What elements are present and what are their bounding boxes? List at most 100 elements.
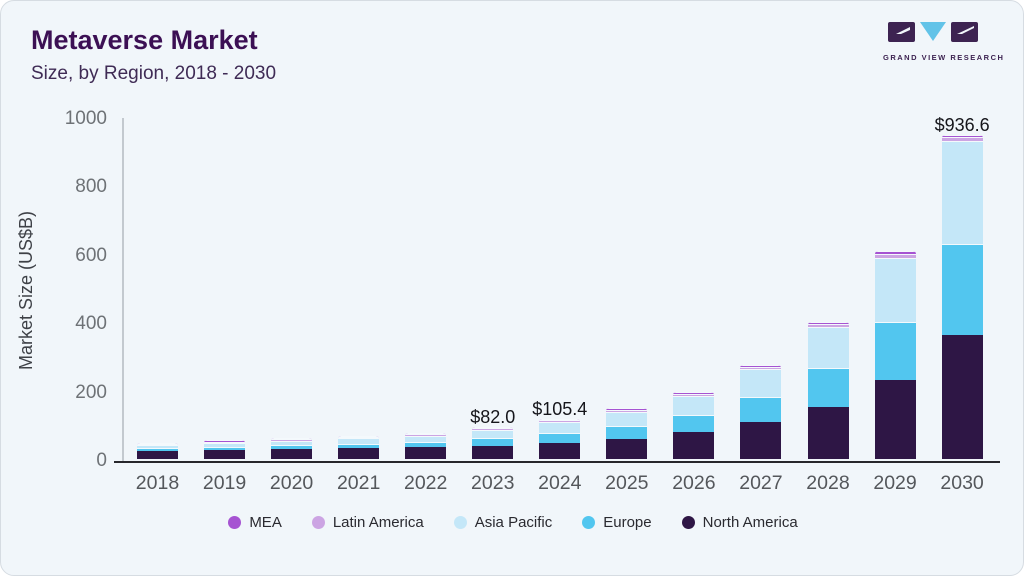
bar-segment-asia-pacific xyxy=(271,440,313,446)
bar-segment-asia-pacific xyxy=(204,442,246,447)
bar-segment-mea xyxy=(539,419,581,421)
bar-segment-europe xyxy=(606,426,648,440)
x-axis-label: 2019 xyxy=(202,472,247,494)
bar-segment-north-america xyxy=(405,447,447,459)
legend-label: Europe xyxy=(603,514,652,531)
bar-segment-europe xyxy=(673,414,715,432)
bar-segment-asia-pacific xyxy=(472,429,514,439)
bar-segment-north-america xyxy=(338,448,380,459)
bar-segment-latin-america xyxy=(405,434,447,436)
bar-2022 xyxy=(405,433,447,459)
bar-segment-asia-pacific xyxy=(539,422,581,434)
bar-segment-latin-america xyxy=(606,409,648,412)
bar-segment-mea xyxy=(472,427,514,429)
legend-swatch xyxy=(681,516,695,529)
legend-swatch xyxy=(453,516,467,529)
legend-swatch xyxy=(582,516,596,529)
y-axis-title-wrap: Market Size (US$B) xyxy=(11,119,43,462)
bar-segment-mea xyxy=(405,433,447,435)
x-axis-label: 2022 xyxy=(403,472,448,494)
bar-segment-latin-america xyxy=(941,136,983,141)
bar-2021 xyxy=(338,435,380,459)
bar-segment-mea xyxy=(338,435,380,437)
y-axis-line xyxy=(122,118,124,462)
x-axis-label: 2021 xyxy=(336,472,381,494)
bar-segment-asia-pacific xyxy=(338,438,380,444)
bar-segment-mea xyxy=(271,438,313,440)
bar-segment-north-america xyxy=(271,449,313,459)
bar-2019 xyxy=(204,440,246,459)
legend-swatch xyxy=(228,516,242,529)
bar-2025 xyxy=(606,408,648,459)
x-axis-label: 2023 xyxy=(471,472,515,494)
bar-segment-latin-america xyxy=(137,443,178,446)
bar-value-label: $105.4 xyxy=(532,398,588,419)
bar-segment-asia-pacific xyxy=(606,411,648,427)
legend-label: Latin America xyxy=(332,514,424,531)
bar-segment-north-america xyxy=(606,439,648,459)
bar-segment-north-america xyxy=(807,406,849,459)
bar-segment-latin-america xyxy=(472,428,514,430)
legend-label: Asia Pacific xyxy=(474,514,553,531)
bar-segment-asia-pacific xyxy=(941,140,983,244)
bar-segment-asia-pacific xyxy=(874,257,916,323)
x-axis-label: 2028 xyxy=(806,472,850,494)
x-axis-label: 2018 xyxy=(135,472,180,494)
x-axis-line xyxy=(114,461,1000,463)
bar-segment-europe xyxy=(405,441,447,448)
y-tick-label: 0 xyxy=(96,450,107,471)
bar-segment-latin-america xyxy=(204,441,246,443)
bar-2030 xyxy=(941,134,983,459)
bar-segment-north-america xyxy=(137,451,178,459)
bar-segment-asia-pacific xyxy=(405,435,447,442)
bar-segment-europe xyxy=(338,443,380,449)
bar-2018 xyxy=(137,442,178,459)
bar-segment-asia-pacific xyxy=(137,445,178,449)
bar-segment-north-america xyxy=(874,380,916,459)
bar-2026 xyxy=(673,392,715,459)
x-axis-label: 2030 xyxy=(940,472,984,494)
x-axis-label: 2024 xyxy=(538,472,582,494)
page-title: Metaverse Market xyxy=(31,25,258,55)
legend-item-europe: Europe xyxy=(582,514,652,531)
bar-segment-mea xyxy=(606,408,648,410)
legend-label: North America xyxy=(702,514,798,531)
legend-item-north-america: North America xyxy=(681,514,798,531)
bar-2024 xyxy=(539,419,581,459)
bar-segment-europe xyxy=(271,445,313,450)
y-tick-label: 1000 xyxy=(64,108,107,129)
bar-segment-north-america xyxy=(204,450,246,459)
bar-segment-north-america xyxy=(539,443,581,459)
bar-segment-north-america xyxy=(941,335,983,459)
bar-segment-mea xyxy=(673,392,715,394)
bar-segment-mea xyxy=(874,251,916,254)
bar-segment-europe xyxy=(807,368,849,407)
bar-segment-mea xyxy=(941,134,983,137)
bar-segment-latin-america xyxy=(338,436,380,439)
legend: MEA Latin America Asia Pacific Europe North … xyxy=(1,514,1023,531)
bar-segment-asia-pacific xyxy=(673,395,715,415)
bar-segment-latin-america xyxy=(539,420,581,423)
x-axis-label: 2025 xyxy=(605,472,649,494)
bar-segment-latin-america xyxy=(271,439,313,441)
legend-item-asia-pacific: Asia Pacific xyxy=(453,514,553,531)
bar-value-label: $82.0 xyxy=(470,406,516,427)
bar-segment-europe xyxy=(204,446,246,451)
x-axis-label: 2027 xyxy=(739,472,783,494)
y-tick-label: 600 xyxy=(75,244,107,266)
x-axis-label: 2026 xyxy=(672,472,716,494)
gvr-logo-icon xyxy=(888,22,978,42)
bar-segment-europe xyxy=(472,438,514,447)
bar-segment-north-america xyxy=(673,431,715,459)
x-axis-label: 2020 xyxy=(269,472,314,494)
bar-segment-north-america xyxy=(740,422,782,459)
bar-2027 xyxy=(740,365,782,459)
y-tick-label: 200 xyxy=(75,381,107,403)
y-axis-title: Market Size (US$B) xyxy=(16,210,37,371)
bar-segment-asia-pacific xyxy=(807,327,849,369)
bar-segment-latin-america xyxy=(874,253,916,258)
y-tick-label: 800 xyxy=(75,176,107,198)
bar-segment-mea xyxy=(137,442,178,444)
bar-segment-europe xyxy=(941,243,983,336)
